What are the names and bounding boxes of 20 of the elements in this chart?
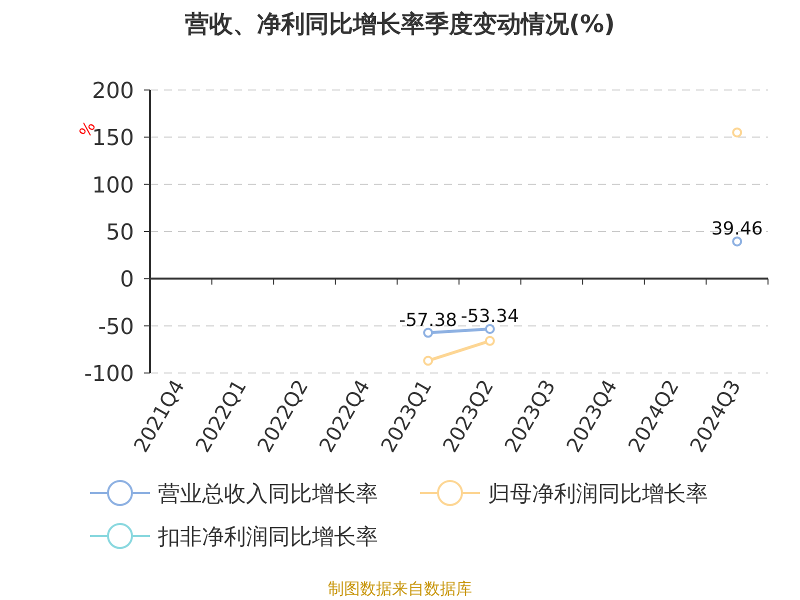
legend-label: 扣非净利润同比增长率 [157,525,378,550]
point [423,356,434,366]
legend-label: 归母净利润同比增长率 [488,482,708,507]
legend-label: 营业总收入同比增长率 [158,482,378,507]
y-tick-label: 50 [106,220,134,246]
data-label: -57.38 [399,310,458,331]
y-tick-label: -100 [84,362,134,387]
y-tick-label: 0 [120,268,134,293]
data-label: -53.34 [460,306,519,327]
chart-title: 营收、净利同比增长率季度变动情况(%) [184,10,615,38]
point [484,324,495,334]
y-tick-label: 200 [92,79,134,104]
data-label: 39.46 [711,218,763,240]
text: 制图数据来自数据库 [328,579,472,598]
point [732,127,742,138]
y-tick-label: 100 [92,173,134,198]
point [484,336,495,346]
point [423,328,434,338]
point [732,236,742,246]
y-tick-label: -50 [98,314,134,340]
